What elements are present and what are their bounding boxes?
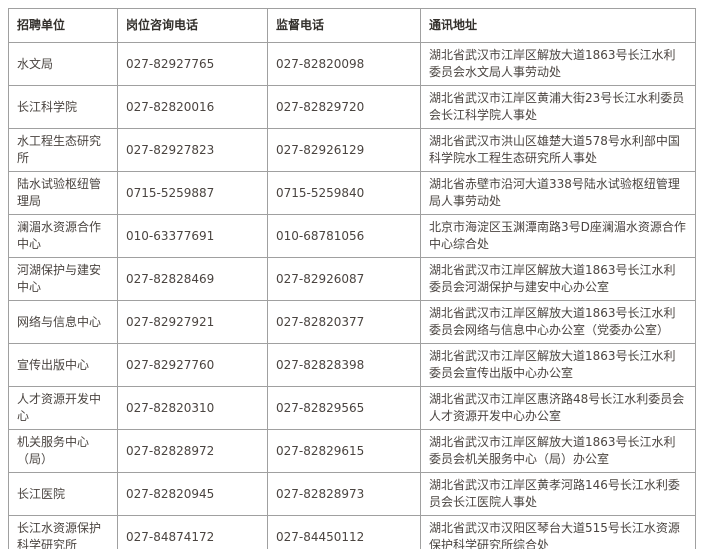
column-header-supervise-phone: 监督电话 [267,8,421,43]
cell-unit: 网络与信息中心 [8,300,118,344]
cell-address: 湖北省武汉市洪山区雄楚大道578号水利部中国科学院水工程生态研究所人事处 [420,128,696,172]
cell-unit: 陆水试验枢纽管理局 [8,171,118,215]
column-header-unit: 招聘单位 [8,8,118,43]
table-row: 水工程生态研究所 027-82927823 027-82926129 湖北省武汉… [8,128,696,172]
cell-consult-phone: 027-82820310 [117,386,268,430]
recruitment-contact-table: 招聘单位 岗位咨询电话 监督电话 通讯地址 水文局 027-82927765 0… [8,8,696,549]
table-row: 机关服务中心（局） 027-82828972 027-82829615 湖北省武… [8,429,696,473]
cell-supervise-phone: 027-82829720 [267,85,421,129]
cell-address: 湖北省赤壁市沿河大道338号陆水试验枢纽管理局人事劳动处 [420,171,696,215]
cell-unit: 水文局 [8,42,118,86]
cell-supervise-phone: 027-82820098 [267,42,421,86]
cell-address: 湖北省武汉市江岸区解放大道1863号长江水利委员会宣传出版中心办公室 [420,343,696,387]
cell-consult-phone: 027-82820016 [117,85,268,129]
cell-address: 湖北省武汉市江岸区解放大道1863号长江水利委员会水文局人事劳动处 [420,42,696,86]
cell-address: 湖北省武汉市江岸区解放大道1863号长江水利委员会河湖保护与建安中心办公室 [420,257,696,301]
cell-consult-phone: 027-82927760 [117,343,268,387]
cell-supervise-phone: 027-82926129 [267,128,421,172]
column-header-address: 通讯地址 [420,8,696,43]
cell-address: 湖北省武汉市汉阳区琴台大道515号长江水资源保护科学研究所综合处 [420,515,696,549]
cell-consult-phone: 027-84874172 [117,515,268,549]
table-row: 长江科学院 027-82820016 027-82829720 湖北省武汉市江岸… [8,85,696,129]
table-row: 陆水试验枢纽管理局 0715-5259887 0715-5259840 湖北省赤… [8,171,696,215]
cell-unit: 人才资源开发中心 [8,386,118,430]
cell-unit: 长江水资源保护科学研究所 [8,515,118,549]
table-row: 长江医院 027-82820945 027-82828973 湖北省武汉市江岸区… [8,472,696,516]
cell-unit: 河湖保护与建安中心 [8,257,118,301]
cell-consult-phone: 010-63377691 [117,214,268,258]
table-row: 长江水资源保护科学研究所 027-84874172 027-84450112 湖… [8,515,696,549]
cell-consult-phone: 027-82828972 [117,429,268,473]
cell-unit: 长江科学院 [8,85,118,129]
cell-supervise-phone: 027-82829565 [267,386,421,430]
column-header-consult-phone: 岗位咨询电话 [117,8,268,43]
cell-unit: 澜湄水资源合作中心 [8,214,118,258]
cell-supervise-phone: 027-82828398 [267,343,421,387]
cell-unit: 水工程生态研究所 [8,128,118,172]
table-row: 网络与信息中心 027-82927921 027-82820377 湖北省武汉市… [8,300,696,344]
table-row: 河湖保护与建安中心 027-82828469 027-82926087 湖北省武… [8,257,696,301]
cell-unit: 长江医院 [8,472,118,516]
cell-address: 湖北省武汉市江岸区惠济路48号长江水利委员会人才资源开发中心办公室 [420,386,696,430]
cell-unit: 机关服务中心（局） [8,429,118,473]
cell-consult-phone: 027-82927921 [117,300,268,344]
cell-supervise-phone: 010-68781056 [267,214,421,258]
cell-supervise-phone: 0715-5259840 [267,171,421,215]
table-row: 人才资源开发中心 027-82820310 027-82829565 湖北省武汉… [8,386,696,430]
cell-address: 湖北省武汉市江岸区黄浦大街23号长江水利委员会长江科学院人事处 [420,85,696,129]
cell-consult-phone: 027-82927823 [117,128,268,172]
table-row: 宣传出版中心 027-82927760 027-82828398 湖北省武汉市江… [8,343,696,387]
cell-unit: 宣传出版中心 [8,343,118,387]
cell-address: 北京市海淀区玉渊潭南路3号D座澜湄水资源合作中心综合处 [420,214,696,258]
cell-supervise-phone: 027-82820377 [267,300,421,344]
table-header-row: 招聘单位 岗位咨询电话 监督电话 通讯地址 [8,8,696,43]
cell-supervise-phone: 027-82829615 [267,429,421,473]
cell-consult-phone: 027-82927765 [117,42,268,86]
cell-address: 湖北省武汉市江岸区黄孝河路146号长江水利委员会长江医院人事处 [420,472,696,516]
table-body: 水文局 027-82927765 027-82820098 湖北省武汉市江岸区解… [8,42,696,549]
cell-address: 湖北省武汉市江岸区解放大道1863号长江水利委员会机关服务中心（局）办公室 [420,429,696,473]
cell-address: 湖北省武汉市江岸区解放大道1863号长江水利委员会网络与信息中心办公室（党委办公… [420,300,696,344]
table-row: 澜湄水资源合作中心 010-63377691 010-68781056 北京市海… [8,214,696,258]
cell-supervise-phone: 027-82926087 [267,257,421,301]
cell-supervise-phone: 027-82828973 [267,472,421,516]
cell-consult-phone: 0715-5259887 [117,171,268,215]
table-row: 水文局 027-82927765 027-82820098 湖北省武汉市江岸区解… [8,42,696,86]
cell-consult-phone: 027-82820945 [117,472,268,516]
cell-consult-phone: 027-82828469 [117,257,268,301]
cell-supervise-phone: 027-84450112 [267,515,421,549]
